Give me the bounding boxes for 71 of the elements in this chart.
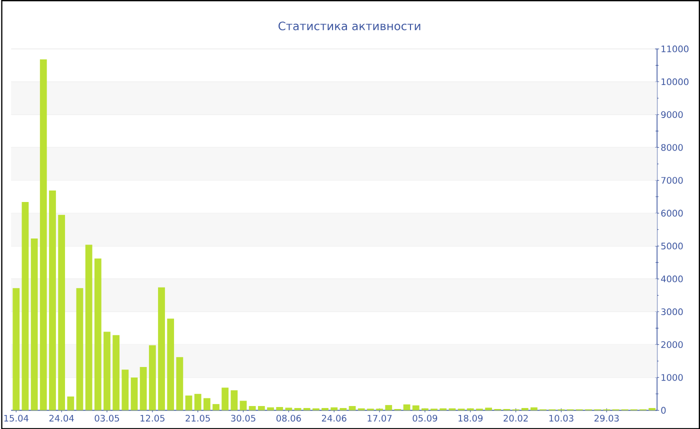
chart-title: Статистика активности bbox=[278, 21, 420, 30]
bar bbox=[212, 404, 220, 410]
bar bbox=[112, 334, 120, 410]
x-tick-label: 03.05 bbox=[94, 414, 120, 422]
bar bbox=[485, 408, 492, 410]
bar bbox=[330, 407, 338, 410]
bar bbox=[258, 406, 265, 410]
x-tick-label: 12.05 bbox=[140, 414, 164, 422]
bar bbox=[130, 377, 138, 410]
x-tick-label: 20.02 bbox=[504, 414, 528, 422]
bar bbox=[148, 345, 156, 410]
bar bbox=[85, 244, 92, 410]
y-tick-label: 1000 bbox=[662, 374, 683, 381]
x-tick-label: 24.06 bbox=[322, 414, 346, 422]
bar bbox=[530, 407, 538, 410]
x-tick-label: 05.09 bbox=[412, 414, 438, 422]
bar bbox=[294, 408, 302, 410]
bar bbox=[276, 406, 284, 410]
y-tick-label: 2000 bbox=[661, 341, 683, 348]
bar bbox=[648, 408, 656, 410]
x-tick-label: 17.07 bbox=[368, 414, 392, 422]
bar bbox=[58, 214, 66, 410]
bar bbox=[267, 407, 274, 410]
bar bbox=[67, 396, 74, 410]
bar bbox=[322, 408, 328, 410]
bar bbox=[122, 369, 129, 410]
x-tick-label: 08.06 bbox=[276, 414, 301, 422]
bar bbox=[340, 408, 347, 410]
bar bbox=[303, 408, 310, 410]
x-tick-label: 21.05 bbox=[186, 414, 210, 422]
bar bbox=[185, 395, 192, 410]
y-tick-label: 4000 bbox=[661, 275, 683, 282]
bar bbox=[158, 287, 165, 410]
x-tick-label: 30.05 bbox=[231, 414, 256, 422]
x-tick-label: 18.09 bbox=[458, 414, 483, 422]
bar bbox=[285, 408, 292, 410]
bar bbox=[12, 288, 20, 410]
bar bbox=[348, 406, 356, 410]
bar bbox=[222, 388, 229, 410]
bar bbox=[167, 318, 174, 410]
y-tick-label: 8000 bbox=[661, 144, 683, 151]
y-tick-label: 10000 bbox=[662, 78, 688, 86]
x-tick-label: 24.04 bbox=[49, 414, 74, 422]
y-tick-label: 7000 bbox=[661, 176, 683, 184]
bar bbox=[412, 405, 420, 410]
x-tick-label: 29.03 bbox=[594, 414, 619, 422]
bar bbox=[30, 238, 38, 410]
x-tick-label: 15.04 bbox=[4, 414, 28, 422]
y-tick-label: 6000 bbox=[661, 210, 683, 216]
bar bbox=[203, 398, 210, 410]
bar bbox=[104, 332, 110, 410]
bar bbox=[176, 356, 184, 410]
bar bbox=[521, 408, 528, 410]
bar bbox=[194, 394, 202, 410]
bar bbox=[230, 390, 238, 410]
bar bbox=[140, 366, 147, 410]
y-tick-label: 3000 bbox=[661, 308, 683, 315]
bar bbox=[40, 59, 47, 410]
bar bbox=[94, 258, 102, 410]
bar bbox=[22, 202, 29, 410]
bar bbox=[76, 288, 84, 410]
bar bbox=[240, 400, 247, 410]
y-tick-label: 5000 bbox=[661, 242, 683, 250]
x-tick-label: 10.03 bbox=[549, 414, 574, 422]
bar bbox=[248, 406, 256, 410]
bar bbox=[385, 404, 392, 410]
y-tick-label: 9000 bbox=[661, 111, 683, 118]
y-tick-label: 11000 bbox=[662, 45, 688, 52]
y-tick-label: 0 bbox=[661, 406, 666, 414]
bar bbox=[403, 404, 410, 410]
bar bbox=[49, 190, 56, 410]
